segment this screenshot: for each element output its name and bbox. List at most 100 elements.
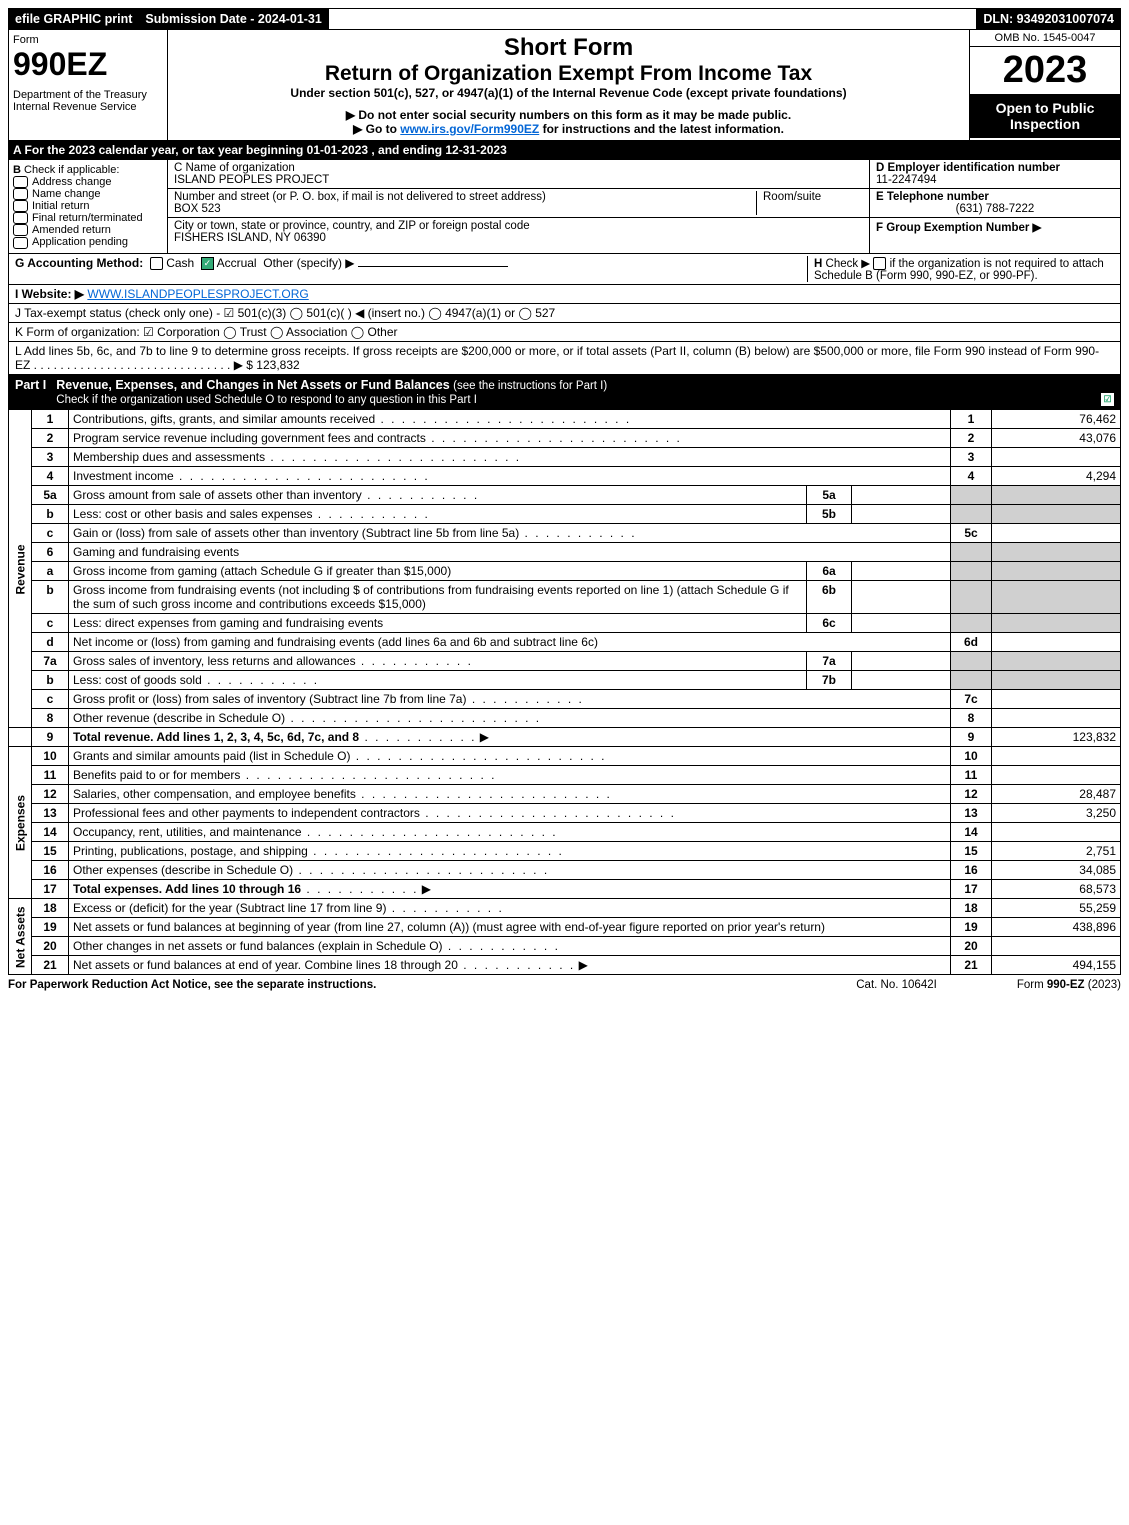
header-mid: Short Form Return of Organization Exempt… <box>168 30 969 140</box>
ln8-val <box>992 709 1121 728</box>
ln6-num: 6 <box>32 543 69 562</box>
ln13-text: Professional fees and other payments to … <box>73 806 676 820</box>
ln6a-num: a <box>32 562 69 581</box>
ln12-val: 28,487 <box>992 785 1121 804</box>
dept-treasury: Department of the Treasury <box>13 89 163 101</box>
row-k: K Form of organization: ☑ Corporation ◯ … <box>8 323 1121 342</box>
part1-subtitle: (see the instructions for Part I) <box>453 380 607 392</box>
header-right: OMB No. 1545-0047 2023 Open to Public In… <box>969 30 1120 140</box>
chk-name[interactable] <box>13 188 28 200</box>
ln20-desc: Other changes in net assets or fund bala… <box>69 937 951 956</box>
irs-link[interactable]: www.irs.gov/Form990EZ <box>400 122 539 136</box>
chk-initial[interactable] <box>13 200 28 212</box>
ln18-ref: 18 <box>951 899 992 918</box>
ln2-text: Program service revenue including govern… <box>73 431 682 445</box>
ln14-desc: Occupancy, rent, utilities, and maintena… <box>69 823 951 842</box>
chk-cash[interactable] <box>150 257 163 270</box>
ln5c-num: c <box>32 524 69 543</box>
b-label: B <box>13 164 21 176</box>
footer-right-pre: Form <box>1017 979 1047 991</box>
ln6c-desc: Less: direct expenses from gaming and fu… <box>69 614 807 633</box>
ln11-num: 11 <box>32 766 69 785</box>
chk-final[interactable] <box>13 212 28 224</box>
ln11-ref: 11 <box>951 766 992 785</box>
part1-title-wrap: Revenue, Expenses, and Changes in Net As… <box>56 378 1101 406</box>
footer-right-bold: 990-EZ <box>1047 979 1085 991</box>
ln5a-val <box>992 486 1121 505</box>
ln5c-desc: Gain or (loss) from sale of assets other… <box>69 524 951 543</box>
ln7b-sr: 7b <box>807 671 852 690</box>
city-val: FISHERS ISLAND, NY 06390 <box>174 232 326 244</box>
ln5a-text: Gross amount from sale of assets other t… <box>73 488 479 502</box>
footer-center: Cat. No. 10642I <box>856 979 937 991</box>
ln5b-num: b <box>32 505 69 524</box>
ln17-ref: 17 <box>951 880 992 899</box>
ln6-ref <box>951 543 992 562</box>
ln6-desc: Gaming and fundraising events <box>69 543 951 562</box>
ln15-ref: 15 <box>951 842 992 861</box>
footer-left: For Paperwork Reduction Act Notice, see … <box>8 979 856 991</box>
lbl-pending: Application pending <box>32 236 128 248</box>
efile-label: efile GRAPHIC print <box>9 9 139 29</box>
website-link[interactable]: WWW.ISLANDPEOPLESPROJECT.ORG <box>87 287 308 301</box>
b-check: Check if applicable: <box>24 164 119 176</box>
ln6c-sr: 6c <box>807 614 852 633</box>
ln13-val: 3,250 <box>992 804 1121 823</box>
ln17-num: 17 <box>32 880 69 899</box>
bcd-block: B Check if applicable: Address change Na… <box>8 160 1121 254</box>
header-left: Form 990EZ Department of the Treasury In… <box>9 30 168 140</box>
ln10-val <box>992 747 1121 766</box>
ln11-desc: Benefits paid to or for members <box>69 766 951 785</box>
ln10-num: 10 <box>32 747 69 766</box>
chk-h[interactable] <box>873 257 886 270</box>
ln6a-sv <box>852 562 951 581</box>
c-name-row: C Name of organization ISLAND PEOPLES PR… <box>168 160 869 189</box>
chk-address[interactable] <box>13 176 28 188</box>
ln6d-desc: Net income or (loss) from gaming and fun… <box>69 633 951 652</box>
ln7c-ref: 7c <box>951 690 992 709</box>
ln2-num: 2 <box>32 429 69 448</box>
ln12-num: 12 <box>32 785 69 804</box>
h-label: H <box>814 258 822 270</box>
ln2-desc: Program service revenue including govern… <box>69 429 951 448</box>
lbl-accrual: Accrual <box>217 256 257 270</box>
tax-year: 2023 <box>970 47 1120 94</box>
ln20-num: 20 <box>32 937 69 956</box>
street-val: BOX 523 <box>174 203 221 215</box>
ln6c-sv <box>852 614 951 633</box>
side-rev-end <box>9 728 32 747</box>
go-to-line: ▶ Go to www.irs.gov/Form990EZ for instru… <box>172 122 965 136</box>
h-text1: Check ▶ <box>826 258 871 270</box>
ln1-val: 76,462 <box>992 410 1121 429</box>
part1-check-line: Check if the organization used Schedule … <box>56 394 477 406</box>
chk-amended[interactable] <box>13 224 28 236</box>
ln6b-val <box>992 581 1121 614</box>
street-label: Number and street (or P. O. box, if mail… <box>174 191 546 203</box>
ln7a-val <box>992 652 1121 671</box>
ln1-num: 1 <box>32 410 69 429</box>
ein-val: 11-2247494 <box>876 174 937 186</box>
ln9-dots <box>359 730 476 744</box>
ln7a-desc: Gross sales of inventory, less returns a… <box>69 652 807 671</box>
ln5b-sr: 5b <box>807 505 852 524</box>
ln18-text: Excess or (deficit) for the year (Subtra… <box>73 901 504 915</box>
ln3-num: 3 <box>32 448 69 467</box>
g-label: G Accounting Method: <box>15 256 143 270</box>
ln16-ref: 16 <box>951 861 992 880</box>
ln5b-text: Less: cost or other basis and sales expe… <box>73 507 430 521</box>
ln14-text: Occupancy, rent, utilities, and maintena… <box>73 825 558 839</box>
ln6b-num: b <box>32 581 69 614</box>
ln14-val <box>992 823 1121 842</box>
part1-check[interactable]: ☑ <box>1101 393 1114 406</box>
col-de: D Employer identification number 11-2247… <box>869 160 1120 253</box>
ln13-num: 13 <box>32 804 69 823</box>
ln6c-num: c <box>32 614 69 633</box>
ln21-ref: 21 <box>951 956 992 975</box>
chk-accrual[interactable]: ✓ <box>201 257 214 270</box>
ln7a-ref <box>951 652 992 671</box>
ln17-desc: Total expenses. Add lines 10 through 16 … <box>69 880 951 899</box>
chk-pending[interactable] <box>13 237 28 249</box>
ln6-val <box>992 543 1121 562</box>
omb-number: OMB No. 1545-0047 <box>970 30 1120 47</box>
footer-right-post: (2023) <box>1085 979 1121 991</box>
